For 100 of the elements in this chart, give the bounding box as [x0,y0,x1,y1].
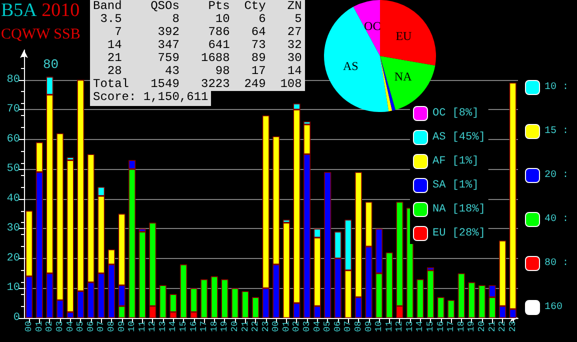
x-tick-label: 02 [292,321,302,332]
bar [210,276,218,318]
chart-subtitle: CQWW SSB [1,26,80,42]
x-tick-label: 11 [384,321,394,332]
x-tick-label: 15 [178,321,189,332]
bar [458,273,465,318]
x-tick-label: 10 [374,321,384,332]
x-tick-label: 07 [96,321,106,332]
bar [200,279,208,318]
bar [324,172,332,318]
y-tick-label: 20 [6,252,20,264]
bar [468,282,476,318]
bar [231,288,238,318]
x-tick-label: 21 [487,321,498,332]
x-tick-label: 12 [394,321,405,332]
slice-label: AS [342,58,358,73]
y-tick-label: 60 [6,133,20,146]
annotation: 14 347 641 73 32 [90,38,305,52]
x-tick-label: 05 [322,321,333,332]
x-tick-label: 01 [281,321,292,332]
x-tick-label: 21 [240,321,250,332]
x-tick-label: 11 [137,321,148,332]
x-tick-label: 18 [456,321,466,332]
x-tick-label: 00 [271,321,282,332]
x-tick-label: 14 [168,321,178,332]
x-tick-label: 20 [476,321,487,332]
bar [221,279,228,318]
annotation: Score: 1,150,611 [90,90,212,106]
legend-label: AF [1%] [432,156,479,168]
legend-label: SA [1%] [432,180,479,192]
bar [437,297,444,318]
bar [242,291,249,318]
text: 3.5 8 10 6 5 [90,12,305,26]
legend-label: 20 : [544,170,569,181]
text: 7 392 786 64 27 [90,25,305,39]
text: Band QSOs Pts Cty ZN [90,0,305,13]
x-tick-label: 08 [353,321,364,332]
x-tick-label: 06 [332,321,343,332]
category-label: AS [45%] [432,132,486,144]
legend-label: 40 : [544,214,569,225]
legend-label: 15 : [544,126,569,137]
x-tick-label: 04 [65,321,76,332]
bar [386,252,393,318]
x-tick-label: 17 [446,321,456,332]
legend-label: 10 : [544,82,569,93]
bar [282,222,290,318]
category-label: NA [18%] [432,204,486,216]
x-tick-label: 03 [55,321,66,332]
bar [448,300,455,318]
slice-label: NA [394,70,412,84]
annotation: Total 1549 3223 249 108 [90,77,305,91]
bar [180,264,188,318]
x-tick-label: 13 [158,321,168,332]
x-tick-label: 23 [508,321,518,332]
chart-title: B5A 2010 [1,0,80,21]
category-label: EU [28%] [432,228,486,240]
x-tick-label: 19 [220,321,230,332]
x-tick-label: 06 [86,321,96,332]
annotation: 80 [43,57,59,72]
x-tick-label: 19 [466,321,477,332]
x-tick-label: 10 [127,321,138,332]
x-tick-label: 03 [302,321,312,332]
bar [416,279,424,318]
x-tick-label: 13 [404,321,415,332]
bar [252,297,260,318]
y-tick-label: 50 [6,163,20,176]
bar [478,285,486,318]
x-tick-label: 22 [498,321,508,332]
y-tick-label: 10 [6,282,20,294]
x-tick-label: 12 [148,321,158,332]
x-tick-label: 18 [209,321,220,332]
y-tick-label: 40 [6,192,20,205]
x-tick-label: 08 [106,321,116,332]
x-tick-label: 07 [343,321,354,332]
category-label: OC [8%] [432,108,479,120]
x-tick-label: 09 [364,321,374,332]
x-tick-label: 15 [426,321,436,332]
y-tick-label: 0 [13,312,20,324]
x-tick-label: 20 [230,321,240,332]
x-tick-label: 04 [312,321,322,332]
x-tick-label: 16 [188,321,199,332]
legend-label: 160 [544,302,563,313]
x-tick-label: 16 [436,321,446,332]
x-tick-label: 23 [260,321,271,332]
bar [427,270,434,318]
y-tick-label: 80 [6,74,20,86]
x-tick-label: 01 [34,321,44,332]
legend-label: 80 : [544,258,569,269]
x-tick-label: 14 [415,321,426,332]
annotation: 28 43 98 17 14 [90,64,305,78]
x-tick-label: 22 [250,321,261,332]
x-tick-label: 05 [76,321,86,332]
bar [159,285,166,318]
bar [138,232,146,318]
y-tick-label: 30 [6,222,20,235]
x-tick-label: 17 [199,321,210,332]
slice-label: EU [396,29,412,44]
x-tick-label: 00 [24,321,34,332]
y-tick-label: 70 [6,104,20,116]
x-tick-label: 09 [116,321,127,332]
